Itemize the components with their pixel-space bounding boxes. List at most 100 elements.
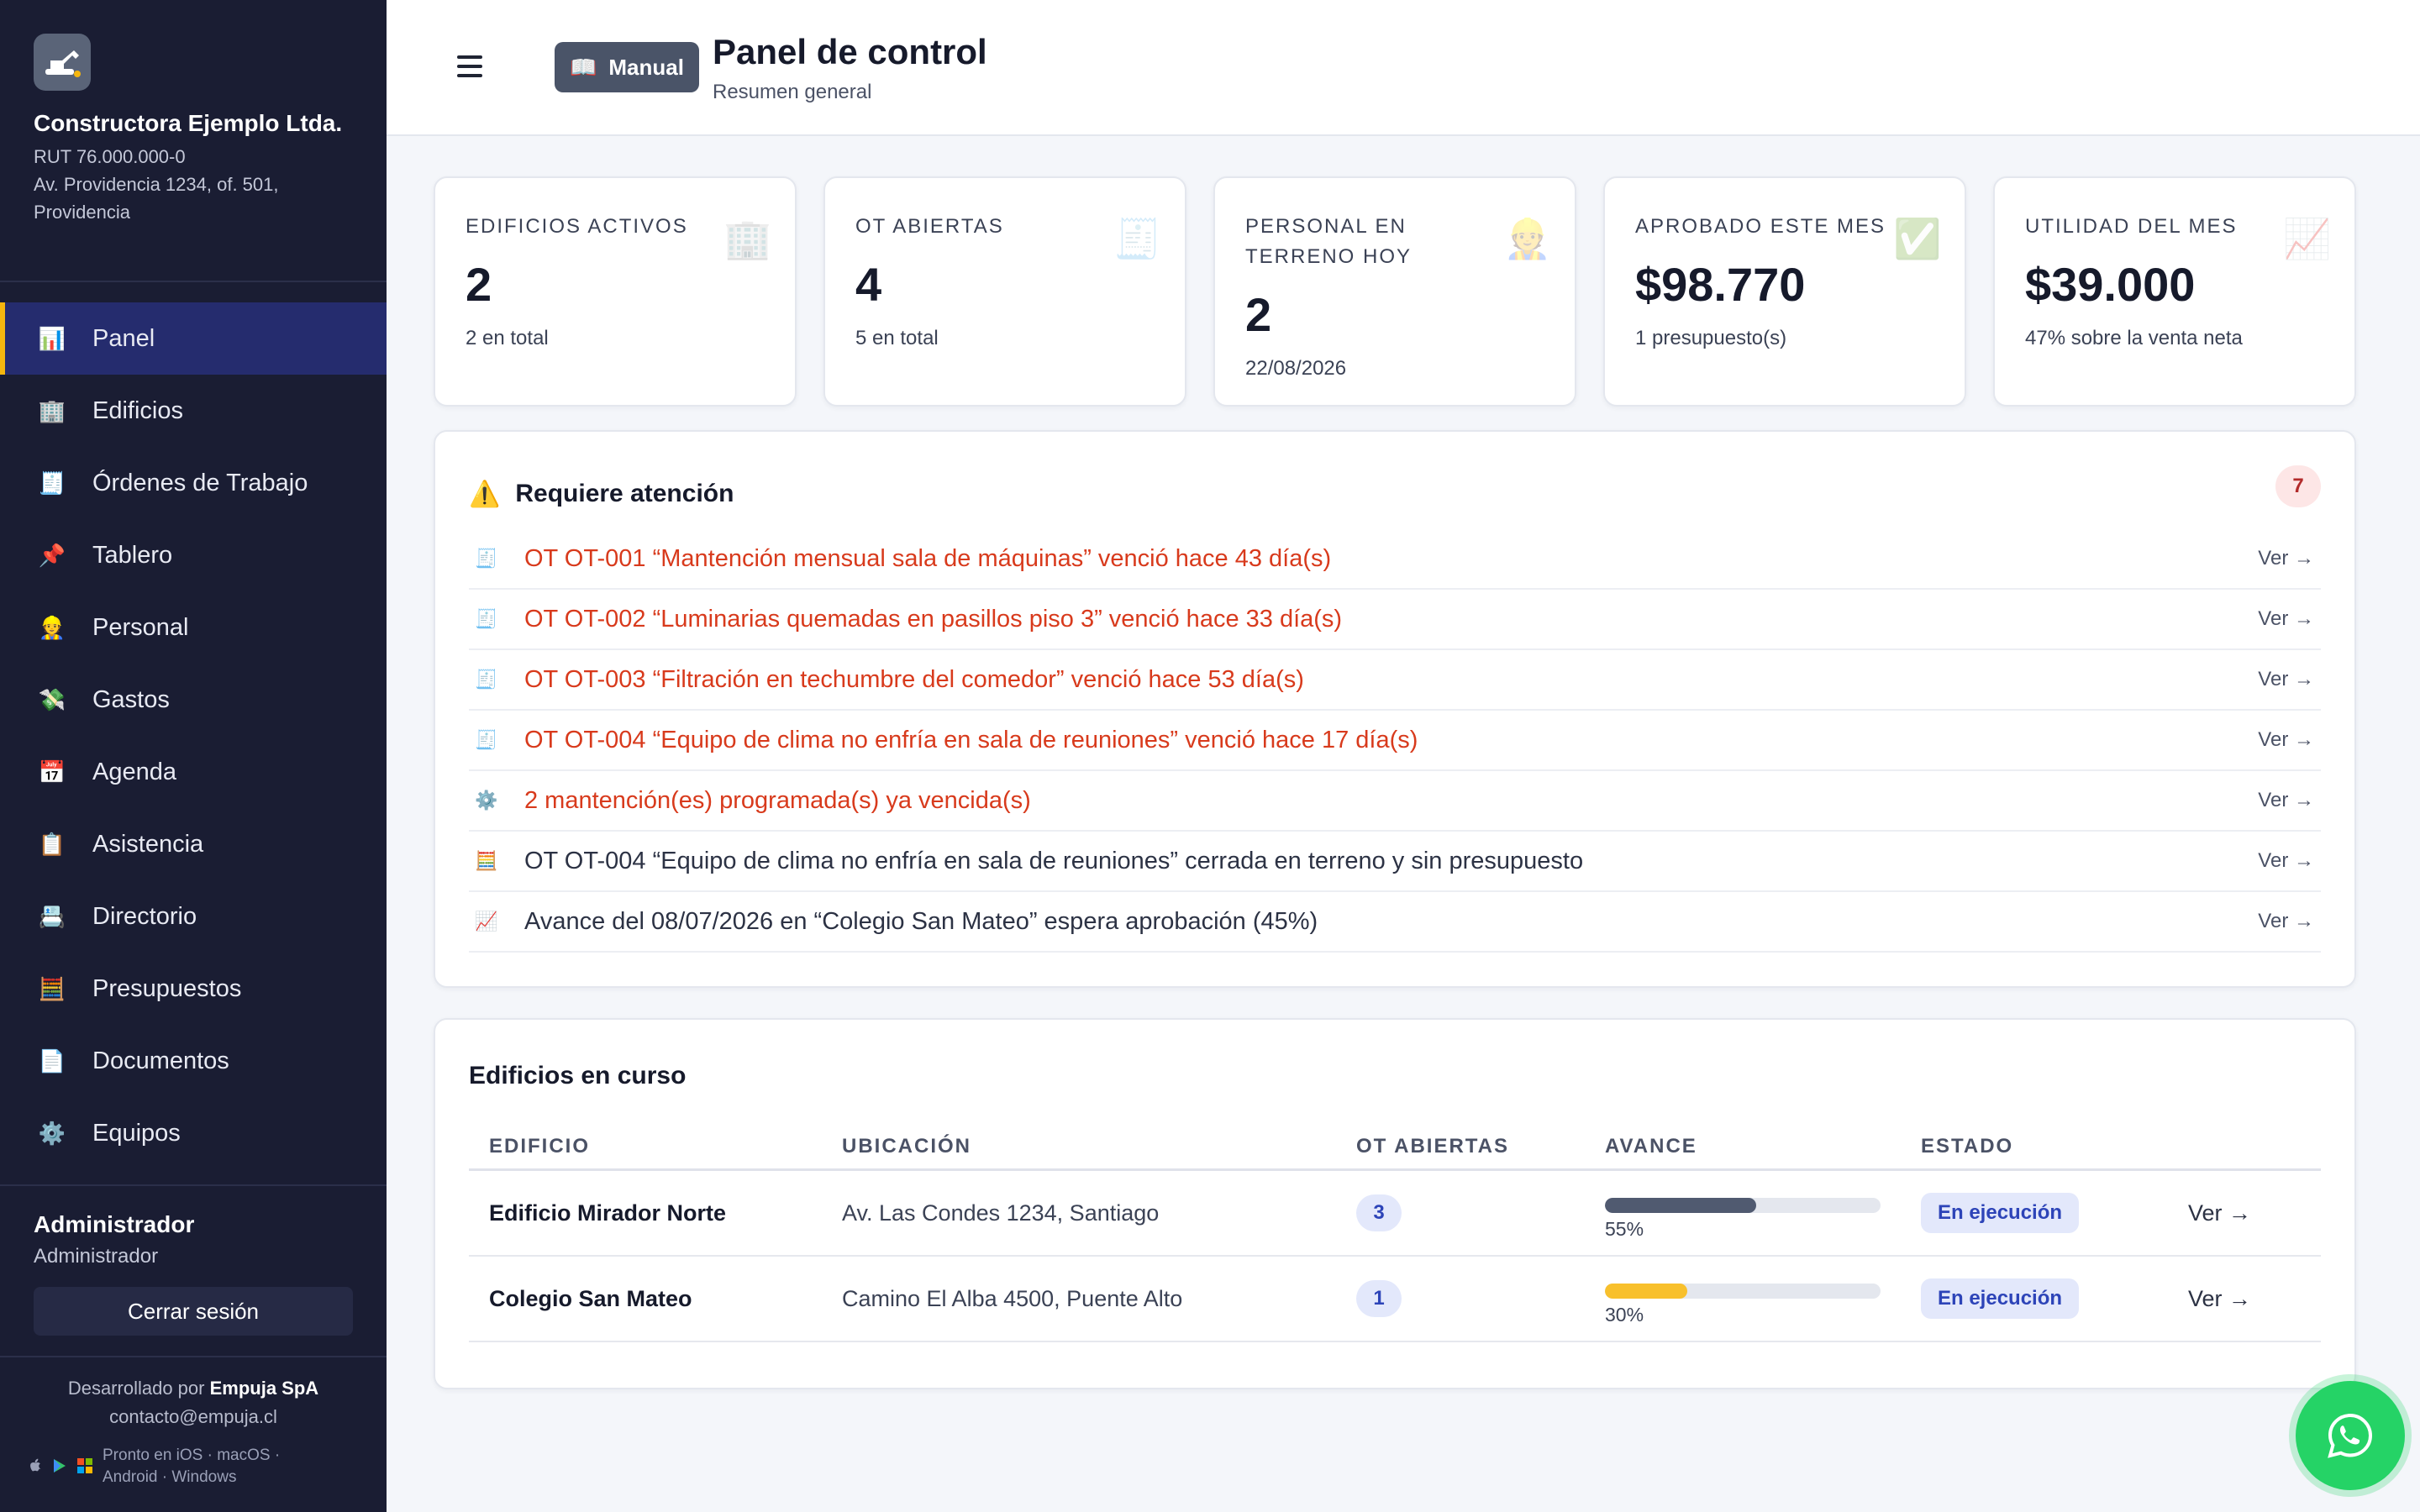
sidebar-item-label: Directorio (92, 902, 197, 930)
developer-line: Desarrollado por Empuja SpA (0, 1374, 387, 1403)
attention-item: 📈 Avance del 08/07/2026 en “Colegio San … (469, 892, 2321, 953)
sidebar: Constructora Ejemplo Ltda. RUT 76.000.00… (0, 0, 387, 1512)
user-role: Administrador (34, 1245, 159, 1268)
building-location: Av. Las Condes 1234, Santiago (842, 1200, 1160, 1226)
developer-prefix: Desarrollado por (67, 1378, 205, 1399)
view-link[interactable]: Ver → (2258, 789, 2314, 811)
open-book-icon: 📖 (570, 54, 597, 80)
buildings-title: Edificios en curso (469, 1062, 687, 1089)
sidebar-item-label: Edificios (92, 396, 183, 424)
sidebar-item-tablero[interactable]: 📌 Tablero (0, 519, 387, 591)
sidebar-item-label: Panel (92, 324, 155, 352)
sidebar-item-directorio[interactable]: 📇 Directorio (0, 880, 387, 953)
whatsapp-button[interactable] (2296, 1381, 2405, 1490)
sidebar-item-label: Presupuestos (92, 974, 242, 1002)
sidebar-item-label: Tablero (92, 541, 173, 569)
stat-value: $98.770 (1635, 258, 1806, 311)
view-link[interactable]: Ver → (2258, 910, 2314, 932)
sidebar-item-presupuestos[interactable]: 🧮 Presupuestos (0, 953, 387, 1025)
platforms-text: Pronto en iOS · macOS · Android · Window… (103, 1445, 280, 1488)
buildings-table: EDIFICIO UBICACIÓN OT ABIERTAS AVANCE ES… (469, 1124, 2321, 1342)
ot-count-badge: 3 (1356, 1194, 1402, 1231)
sidebar-item-edificios[interactable]: 🏢 Edificios (0, 375, 387, 447)
stat-label: PERSONAL EN TERRENO HOY (1245, 215, 1413, 268)
page-subtitle: Resumen general (713, 81, 872, 103)
receipt-icon: 🧾 (1113, 216, 1162, 260)
platforms-line-2: Android · Windows (103, 1468, 237, 1486)
sidebar-item-ordenes[interactable]: 🧾 Órdenes de Trabajo (0, 447, 387, 519)
attention-card: ⚠️ Requiere atención 7 🧾 OT OT-001 “Mant… (434, 430, 2356, 988)
status-badge: En ejecución (1921, 1278, 2080, 1319)
platforms-notice: Pronto en iOS · macOS · Android · Window… (25, 1445, 280, 1488)
view-link[interactable]: Ver → (2258, 607, 2314, 630)
platform-icons (25, 1445, 94, 1475)
sidebar-item-agenda[interactable]: 📅 Agenda (0, 736, 387, 808)
sidebar-item-personal[interactable]: 👷 Personal (0, 591, 387, 664)
user-name: Administrador (34, 1211, 195, 1237)
sidebar-item-gastos[interactable]: 💸 Gastos (0, 664, 387, 736)
progress-cell: 55% (1605, 1186, 1921, 1241)
stat-value: 2 (1245, 288, 1272, 341)
view-link[interactable]: Ver → (2258, 849, 2314, 872)
receipt-icon: 🧾 (475, 548, 498, 569)
progress-cell: 30% (1605, 1272, 1921, 1326)
sidebar-item-equipos[interactable]: ⚙️ Equipos (0, 1097, 387, 1169)
stat-sub: 22/08/2026 (1245, 357, 1347, 380)
attention-item: 🧾 OT OT-004 “Equipo de clima no enfría e… (469, 711, 2321, 771)
attention-item: 🧾 OT OT-001 “Mantención mensual sala de … (469, 529, 2321, 590)
user-block: Administrador Administrador Cerrar sesió… (0, 1184, 387, 1357)
abacus-icon: 🧮 (38, 975, 66, 1001)
company-name: Constructora Ejemplo Ltda. (34, 110, 343, 136)
view-link[interactable]: Ver → (2258, 668, 2314, 690)
attention-item-text: Avance del 08/07/2026 en “Colegio San Ma… (524, 907, 1318, 935)
check-icon: ✅ (1893, 216, 1942, 260)
sidebar-item-label: Personal (92, 613, 189, 641)
progress-label: 30% (1605, 1303, 1644, 1326)
view-link[interactable]: Ver → (2188, 1200, 2252, 1226)
building-name: Colegio San Mateo (489, 1285, 692, 1311)
progress-fill (1605, 1197, 1757, 1213)
stat-value: 2 (466, 258, 492, 311)
table-row: Colegio San Mateo Camino El Alba 4500, P… (469, 1257, 2321, 1342)
view-link[interactable]: Ver → (2258, 728, 2314, 751)
progress-bar (1605, 1283, 1881, 1299)
attention-item: 🧾 OT OT-002 “Luminarias quemadas en pasi… (469, 590, 2321, 650)
building-icon: 🏢 (723, 216, 772, 260)
logout-button[interactable]: Cerrar sesión (34, 1287, 353, 1336)
gear-icon: ⚙️ (38, 1120, 66, 1146)
table-row: Edificio Mirador Norte Av. Las Condes 12… (469, 1171, 2321, 1257)
table-header: EDIFICIO UBICACIÓN OT ABIERTAS AVANCE ES… (469, 1124, 2321, 1171)
sidebar-item-panel[interactable]: 📊 Panel (0, 302, 387, 375)
sidebar-item-documentos[interactable]: 📄 Documentos (0, 1025, 387, 1097)
stat-label: EDIFICIOS ACTIVOS (466, 215, 688, 238)
column-header-edificio: EDIFICIO (489, 1134, 591, 1158)
attention-list: 🧾 OT OT-001 “Mantención mensual sala de … (469, 529, 2321, 953)
worker-icon: 👷 (1503, 216, 1552, 260)
view-link[interactable]: Ver → (2188, 1285, 2252, 1311)
menu-toggle-icon[interactable] (457, 55, 482, 77)
attention-item-text: OT OT-003 “Filtración en techumbre del c… (524, 665, 1304, 693)
calendar-icon: 📅 (38, 759, 66, 785)
stat-card-edificios: 🏢 EDIFICIOS ACTIVOS 2 2 en total (434, 176, 797, 407)
developer-email[interactable]: contacto@empuja.cl (109, 1406, 277, 1427)
platforms-line-1: Pronto en iOS · macOS · (103, 1446, 281, 1464)
sidebar-item-label: Órdenes de Trabajo (92, 469, 308, 496)
money-wings-icon: 💸 (38, 686, 66, 712)
stat-label: OT ABIERTAS (855, 215, 1004, 238)
stat-card-utilidad: 📈 UTILIDAD DEL MES $39.000 47% sobre la … (1993, 176, 2356, 407)
warning-icon: ⚠️ (469, 480, 501, 508)
status-badge: En ejecución (1921, 1193, 2080, 1233)
clipboard-icon: 📋 (38, 831, 66, 857)
attention-item-text: OT OT-001 “Mantención mensual sala de má… (524, 544, 1332, 572)
receipt-icon: 🧾 (38, 470, 66, 496)
sidebar-item-label: Asistencia (92, 830, 204, 858)
column-header-ubicacion: UBICACIÓN (842, 1134, 971, 1158)
receipt-icon: 🧾 (475, 608, 498, 629)
view-link[interactable]: Ver → (2258, 547, 2314, 570)
manual-button[interactable]: 📖 Manual (555, 42, 699, 92)
abacus-icon: 🧮 (475, 850, 498, 871)
sidebar-item-asistencia[interactable]: 📋 Asistencia (0, 808, 387, 880)
column-header-avance: AVANCE (1605, 1134, 1697, 1158)
stat-value: $39.000 (2025, 258, 2196, 311)
chart-up-icon: 📈 (475, 911, 498, 932)
